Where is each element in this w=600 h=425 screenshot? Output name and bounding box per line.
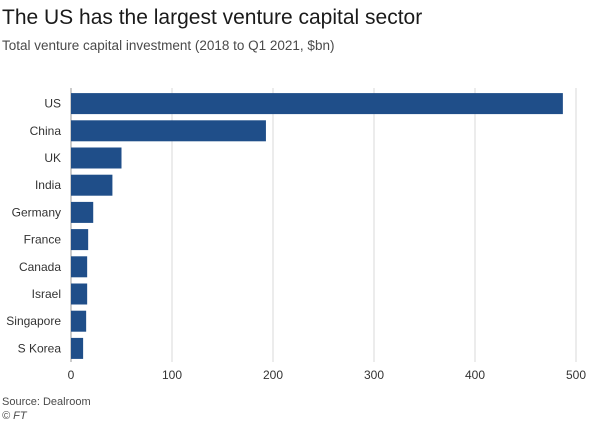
bar-israel — [71, 283, 88, 305]
category-label: Israel — [32, 287, 61, 301]
x-tick-label: 400 — [465, 368, 485, 382]
bar-canada — [71, 256, 88, 278]
category-label: Germany — [12, 205, 61, 219]
category-labels: US China UK India Germany France Canada Israel S… — [6, 97, 61, 356]
category-label: UK — [44, 151, 61, 165]
bar-uk — [71, 147, 122, 169]
category-label: India — [35, 178, 61, 192]
copyright-credit: © FT — [2, 410, 27, 422]
category-label: China — [30, 124, 62, 138]
category-label: Canada — [19, 260, 61, 274]
category-label: Singapore — [6, 314, 61, 328]
bar-singapore — [71, 310, 87, 332]
x-axis-ticks: 0 100 200 300 400 500 — [68, 368, 587, 382]
x-tick-label: 200 — [263, 368, 283, 382]
bar-s-korea — [71, 337, 84, 359]
bars — [71, 93, 563, 359]
source-note: Source: Dealroom — [2, 396, 91, 408]
bar-france — [71, 229, 89, 251]
category-label: S Korea — [18, 341, 62, 355]
x-tick-label: 300 — [364, 368, 384, 382]
bar-us — [71, 93, 563, 115]
chart-subtitle: Total venture capital investment (2018 t… — [2, 38, 335, 53]
x-tick-label: 0 — [68, 368, 75, 382]
category-label: US — [44, 97, 61, 111]
chart-title: The US has the largest venture capital s… — [2, 6, 423, 29]
bar-india — [71, 174, 113, 196]
bar-china — [71, 120, 266, 142]
bar-germany — [71, 201, 94, 223]
category-label: France — [24, 233, 62, 247]
x-tick-label: 100 — [162, 368, 182, 382]
x-tick-label: 500 — [566, 368, 586, 382]
